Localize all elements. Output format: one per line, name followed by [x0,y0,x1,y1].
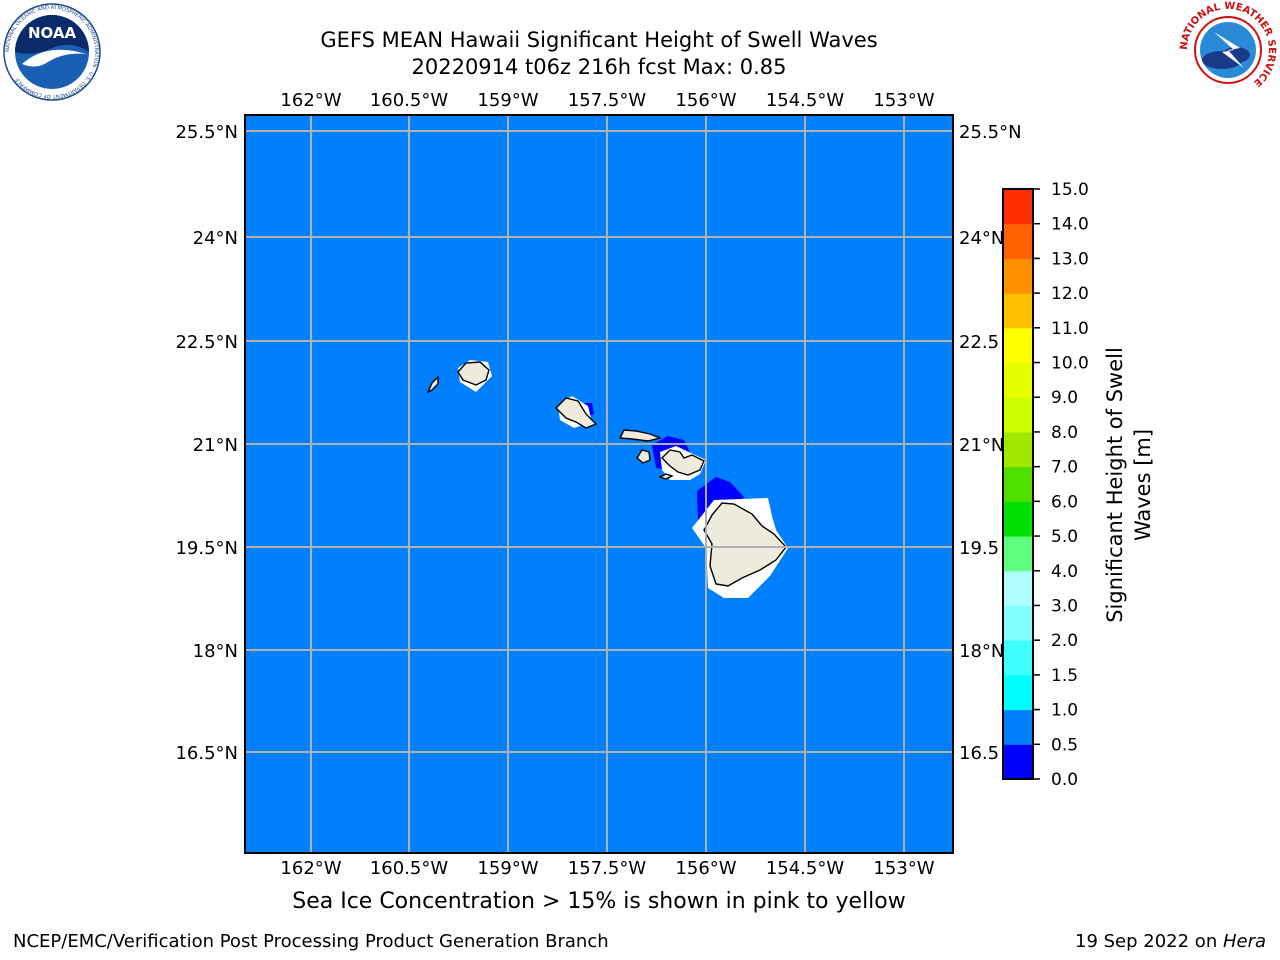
lon-label: 159°W [477,858,538,879]
lon-label: 160.5°W [370,858,449,879]
lat-labels-left: 25.5°N 24°N 22.5°N 21°N 19.5°N 18°N 16.5… [175,122,238,764]
ocean-area [245,115,953,853]
colorbar-block [1003,709,1033,745]
island-kauai [457,361,490,386]
lat-label: 18°N [193,641,238,662]
colorbar-block [1003,605,1033,641]
colorbar-block [1003,501,1033,537]
lon-label: 156°W [675,90,736,111]
lon-label: 154.5°W [766,858,845,879]
lon-label: 156°W [675,858,736,879]
lat-label: 22.5°N [175,332,238,353]
colorbar-block [1003,536,1033,572]
colorbar-tick-label: 1.5 [1051,666,1078,686]
lon-label: 159°W [477,90,538,111]
lat-label: 24°N [193,228,238,249]
lon-label: 154.5°W [766,90,845,111]
lat-label: 24°N [959,228,1004,249]
colorbar-tick-label: 15.0 [1051,180,1089,200]
lat-label: 21°N [959,435,1004,456]
island-maui [661,449,705,476]
lon-label: 153°W [873,858,934,879]
island-molokai [618,429,663,442]
colorbar-block [1003,327,1033,364]
footer-date: 19 Sep 2022 on Hera [1075,931,1266,952]
colorbar-block [1003,397,1033,433]
footer-machine: Hera [1222,931,1266,952]
colorbar-tick-label: 11.0 [1051,319,1089,339]
gridlines [245,115,953,853]
lon-label: 162°W [280,858,341,879]
colorbar-block [1003,258,1033,294]
lon-label: 160.5°W [370,90,449,111]
lon-labels-bottom: 162°W 160.5°W 159°W 157.5°W 156°W 154.5°… [280,858,934,879]
colorbar-block [1003,570,1033,606]
colorbar-tick-label: 6.0 [1051,492,1078,512]
colorbar-block [1003,431,1033,468]
colorbar-tick-label: 12.0 [1051,284,1089,304]
colorbar-label-line2: Waves [m] [1131,429,1155,541]
colorbar-frame [1002,188,1034,780]
colorbar-tick-label: 14.0 [1051,215,1089,235]
lat-label: 16.5°N [175,743,238,764]
lon-label: 162°W [280,90,341,111]
footer-branch: NCEP/EMC/Verification Post Processing Pr… [13,931,609,952]
colorbar-tick-label: 13.0 [1051,249,1089,269]
island-niihau [426,375,439,394]
map-frame [244,114,954,854]
chart-subtitle: 20220914 t06z 216h fcst Max: 0.85 [411,55,787,79]
footer-date-text: 19 Sep 2022 on [1075,931,1223,952]
colorbar-ticks: 0.0 0.5 1.0 1.5 2.0 3.0 4.0 5.0 6.0 7.0 8.0 9.0 10.0… [1033,180,1089,790]
lat-label: 19.5°N [175,538,238,559]
colorbar-block [1003,362,1033,398]
sea-ice-note: Sea Ice Concentration > 15% is shown in … [292,889,906,914]
lat-label: 22.5 [959,332,999,353]
lat-label: 16.5 [959,743,999,764]
colorbar-tick-label: 0.5 [1051,735,1078,755]
lon-label: 157.5°W [568,90,647,111]
colorbar-tick-label: 9.0 [1051,388,1078,408]
chart-title: GEFS MEAN Hawaii Significant Height of S… [320,28,878,52]
island-oahu [555,397,598,429]
lon-label: 157.5°W [568,858,647,879]
colorbar-tick-label: 5.0 [1051,527,1078,547]
colorbar-block [1003,466,1033,502]
colorbar-tick-label: 10.0 [1051,354,1089,374]
lat-label: 19.5 [959,538,999,559]
colorbar-block [1003,674,1033,711]
colorbar-tick-label: 4.0 [1051,562,1078,582]
colorbar: 0.0 0.5 1.0 1.5 2.0 3.0 4.0 5.0 6.0 7.0 8.0 9.0 10.0… [1002,180,1155,790]
colorbar-block [1003,223,1033,259]
lon-labels-top: 162°W 160.5°W 159°W 157.5°W 156°W 154.5°… [280,90,934,111]
islands [426,361,787,587]
colorbar-block [1003,640,1033,676]
colorbar-tick-label: 1.0 [1051,701,1078,721]
lat-label: 25.5°N [175,122,238,143]
colorbar-label-line1: Significant Height of Swell [1103,347,1127,623]
colorbar-block [1003,189,1033,225]
colorbar-block [1003,293,1033,329]
colorbar-tick-label: 3.0 [1051,596,1078,616]
lon-label: 153°W [873,90,934,111]
noaa-logo-label: NOAA [28,24,77,42]
nws-logo: NATIONAL WEATHER SERVICE [1179,1,1277,98]
lat-label: 18°N [959,641,1004,662]
noaa-logo: NOAA NATIONAL OCEANIC AND ATMOSPHERIC AD… [3,3,101,101]
colorbar-blocks [1003,189,1033,780]
island-hawaii [703,502,787,587]
lat-label: 21°N [193,435,238,456]
colorbar-tick-label: 0.0 [1051,770,1078,790]
colorbar-tick-label: 7.0 [1051,458,1078,478]
island-lanai [636,449,651,464]
lat-labels-right: 25.5°N 24°N 22.5 21°N 19.5 18°N 16.5 [959,122,1022,764]
lat-label: 25.5°N [959,122,1022,143]
colorbar-tick-label: 8.0 [1051,423,1078,443]
colorbar-block [1003,744,1033,780]
island-kahoolawe [658,473,674,480]
colorbar-tick-label: 2.0 [1051,631,1078,651]
